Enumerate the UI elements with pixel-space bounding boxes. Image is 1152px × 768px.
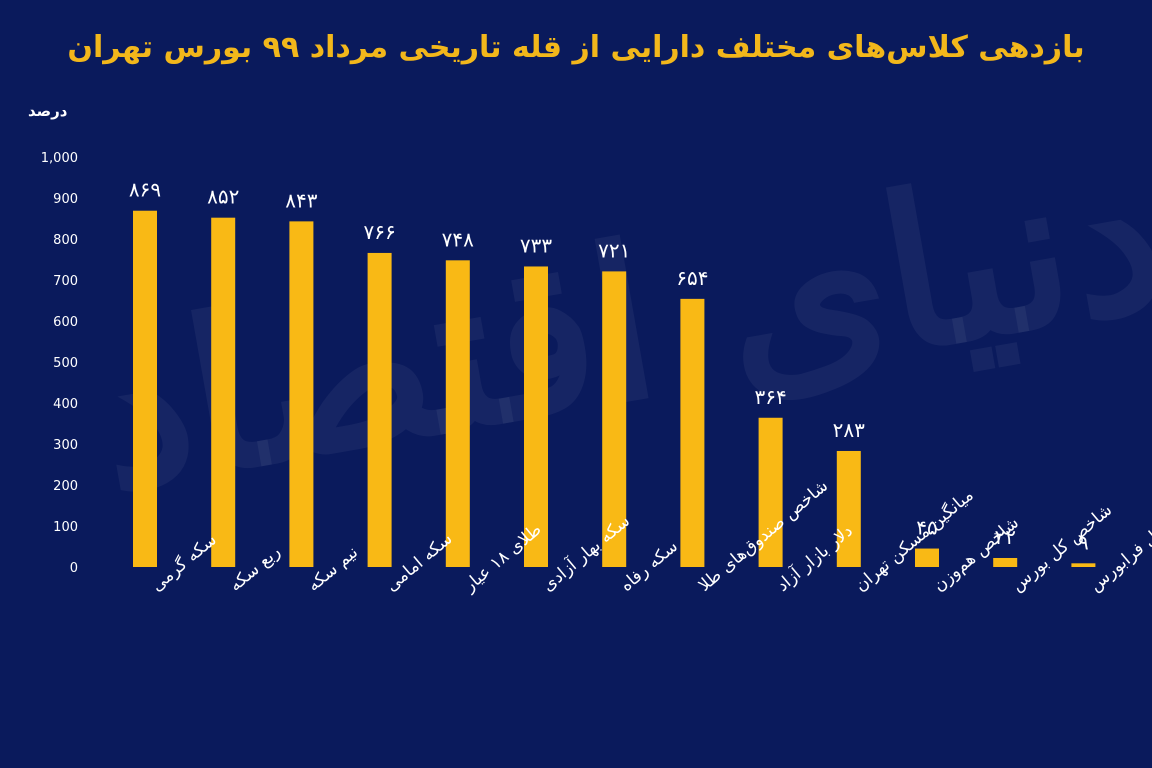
value-label: ۸۵۲ [207, 185, 239, 209]
y-tick-label: 0 [70, 561, 78, 576]
value-label: ۷۳۳ [520, 233, 552, 257]
bars [133, 210, 1096, 567]
value-label: ۴۵ [916, 516, 937, 540]
value-label: ۸۶۹ [129, 178, 161, 202]
bar [445, 260, 470, 567]
bar [211, 217, 236, 567]
chart-title: بازدهی کلاس‌های مختلف دارایی از قله تاری… [67, 30, 1085, 65]
bar [602, 271, 627, 567]
y-tick-label: 500 [53, 356, 78, 371]
x-tick-label: سکه رفاه [617, 536, 682, 595]
y-tick-label: 100 [53, 520, 78, 535]
value-labels: ۸۶۹ ۸۵۲ ۸۴۳ ۷۶۶ ۷۴۸ ۷۳۳ ۷۲۱ ۶۵۴ ۳۶۴ ۲۸۳ ۴۵ ۲۲ ۹ [129, 178, 1089, 555]
bar [1071, 563, 1096, 567]
y-tick-label: 300 [53, 438, 78, 453]
x-tick-label: سکه امامی [382, 529, 456, 596]
bar [133, 210, 157, 567]
bar [289, 221, 314, 567]
y-tick-label: 600 [53, 315, 78, 330]
value-label: ۷۲۱ [598, 238, 630, 262]
y-axis: 1,000 900 800 700 600 500 400 300 200 100 0 [41, 151, 78, 576]
bar [524, 266, 548, 567]
value-label: ۶۵۴ [676, 266, 708, 290]
value-label: ۳۶۴ [754, 385, 786, 409]
value-label: ۹ [1078, 530, 1089, 554]
x-tick-label: سکه گرمی [147, 529, 221, 596]
y-tick-label: 800 [53, 233, 78, 248]
bar [993, 557, 1018, 567]
x-tick-label: شاخص کل فرابورس [1086, 486, 1152, 596]
bar [367, 252, 392, 567]
bar [915, 548, 939, 567]
value-label: ۸۴۳ [285, 188, 317, 212]
y-tick-label: 900 [53, 192, 78, 207]
value-label: ۷۶۶ [363, 220, 395, 244]
value-label: ۷۴۸ [442, 227, 474, 251]
y-tick-label: 1,000 [41, 151, 78, 166]
y-tick-label: 200 [53, 479, 78, 494]
value-label: ۲۲ [994, 525, 1015, 549]
value-label: ۲۸۳ [833, 418, 865, 442]
y-tick-label: 700 [53, 274, 78, 289]
bar [836, 450, 861, 567]
bar [758, 417, 783, 567]
bar [680, 298, 705, 567]
y-tick-label: 400 [53, 397, 78, 412]
y-axis-label: درصد [28, 102, 68, 120]
